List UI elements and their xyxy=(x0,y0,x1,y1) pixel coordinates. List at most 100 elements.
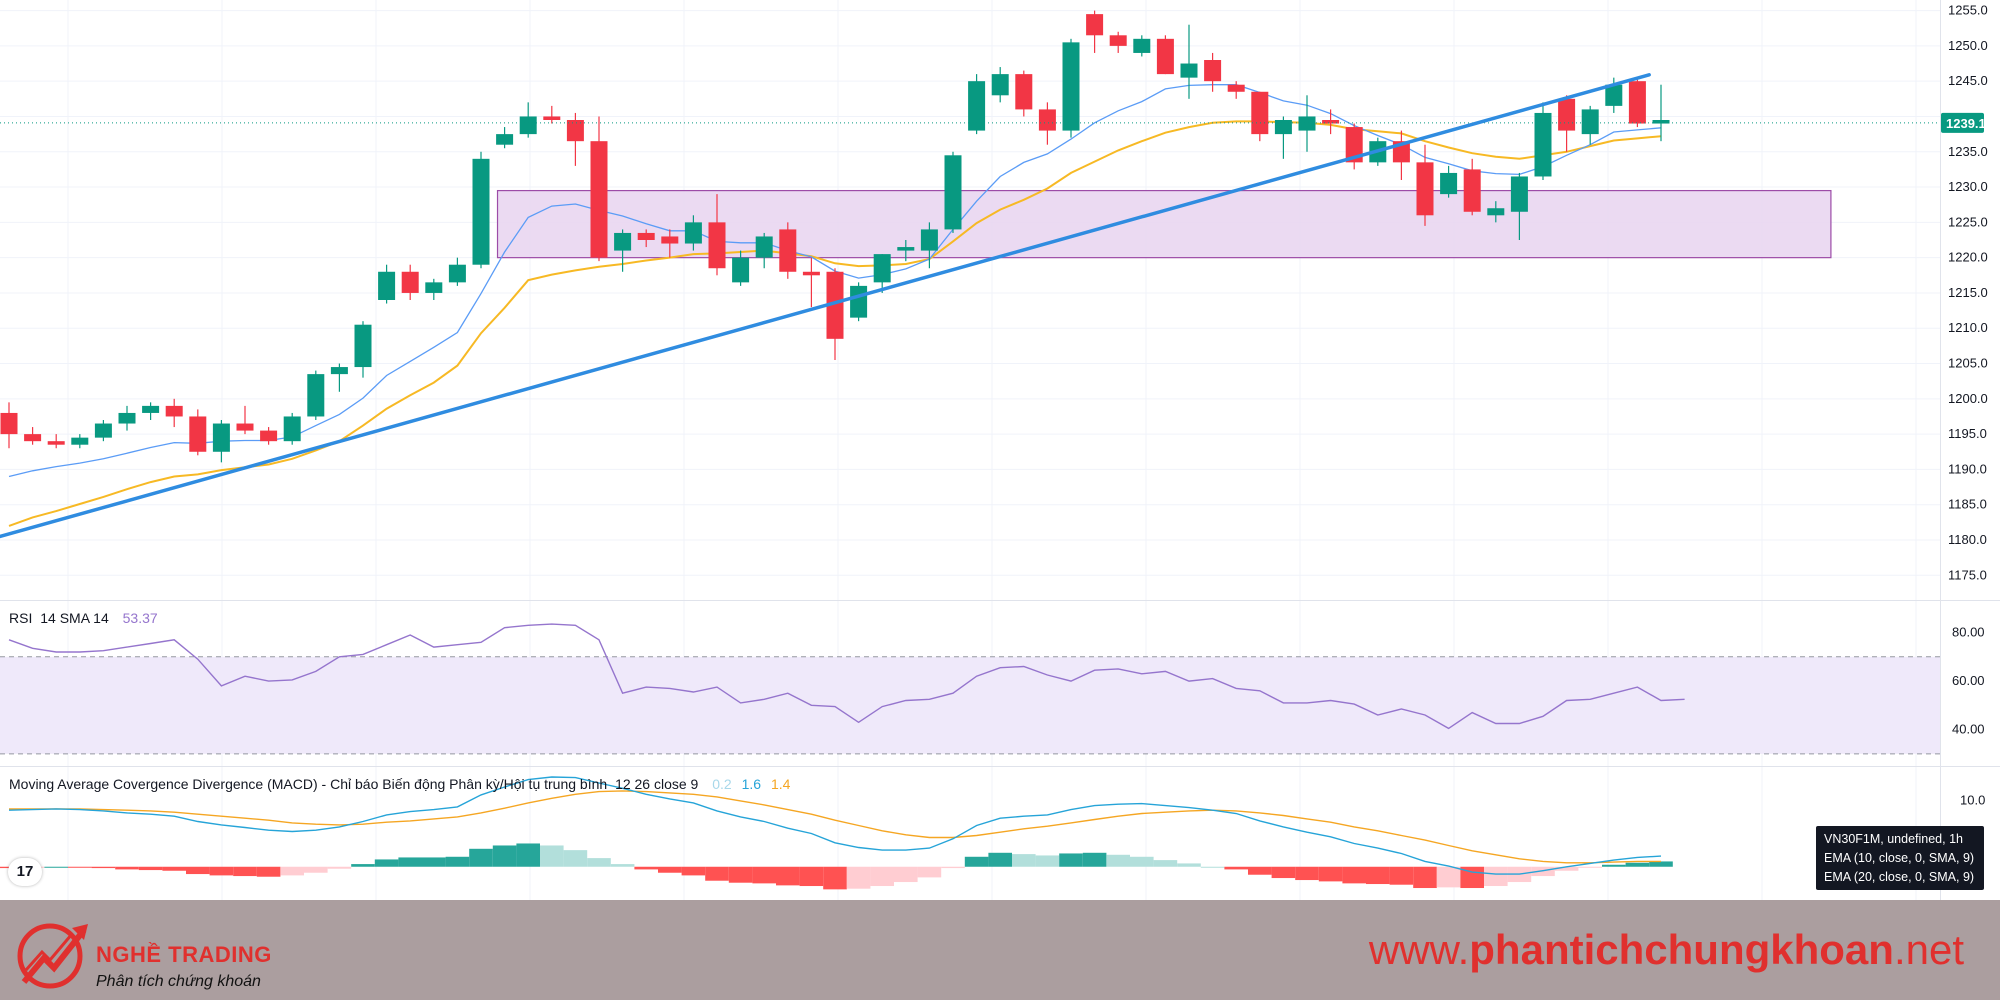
candle-body xyxy=(1038,109,1056,131)
price-axis[interactable]: 1175.0 1180.0 1185.0 1190.0 1195.0 1200.0 1205… xyxy=(1941,3,1988,583)
candle xyxy=(378,264,396,304)
macd-histogram-bar xyxy=(398,857,422,867)
macd-value-signal: 1.4 xyxy=(771,776,791,792)
candle xyxy=(850,282,868,322)
price-tick-label: 1190.0 xyxy=(1948,461,1987,476)
macd-histogram-bar xyxy=(1649,861,1673,867)
macd-histogram-bar xyxy=(256,866,281,877)
candle xyxy=(236,405,254,435)
macd-histogram-bar xyxy=(1035,855,1060,867)
candle-body xyxy=(1581,109,1599,135)
macd-histogram-bar xyxy=(1578,866,1602,868)
macd-histogram-bar xyxy=(304,866,328,873)
macd-histogram-bar xyxy=(1413,866,1437,889)
macd-histogram-bar xyxy=(1200,866,1225,868)
macd-histogram-bar xyxy=(917,866,942,878)
candle-body xyxy=(472,158,490,265)
candle xyxy=(802,257,820,308)
candle xyxy=(1322,109,1340,135)
candle xyxy=(425,278,443,300)
rsi-pane: 40.00 60.00 80.00 xyxy=(0,623,1985,755)
candle-body xyxy=(496,134,514,145)
candle-body xyxy=(236,423,254,431)
last-price-tag xyxy=(1941,112,1984,133)
candle-body xyxy=(708,222,726,269)
candle-body xyxy=(802,271,820,276)
candle xyxy=(71,434,89,449)
candle-body xyxy=(47,441,65,445)
macd-histogram-bar xyxy=(209,866,234,876)
macd-histogram-bar xyxy=(941,866,965,869)
candle xyxy=(991,67,1009,103)
candle-body xyxy=(378,271,396,300)
macd-histogram-bar xyxy=(186,866,210,875)
candle-body xyxy=(283,416,301,442)
website-domain: phantichchungkhoan xyxy=(1469,926,1894,973)
macd-histogram-bar xyxy=(964,856,989,867)
macd-histogram-bar xyxy=(540,845,564,867)
rsi-legend: RSI 14 SMA 14 53.37 xyxy=(9,610,158,626)
macd-histogram-bar xyxy=(280,866,304,876)
candle-body xyxy=(968,81,986,131)
macd-value-macd: 1.6 xyxy=(742,776,762,792)
candle-body xyxy=(826,271,844,339)
trendline-line xyxy=(0,73,1651,539)
macd-signal-line xyxy=(9,790,1661,864)
candle-body xyxy=(1440,172,1458,195)
candle xyxy=(496,127,514,149)
rsi-tick-label: 40.00 xyxy=(1952,722,1985,737)
candle xyxy=(165,398,183,428)
symbol-tooltip: VN30F1M, undefined, 1h EMA (10, close, 0… xyxy=(1816,826,1984,890)
ema20-line xyxy=(8,120,1662,527)
macd-histogram-bar xyxy=(1602,864,1626,867)
macd-histogram-bar xyxy=(91,866,116,869)
rsi-title: RSI xyxy=(9,610,32,626)
candle-body xyxy=(212,423,230,452)
candle-body xyxy=(684,222,702,244)
candle-body xyxy=(1463,169,1481,212)
candle xyxy=(94,420,112,442)
candle-body xyxy=(991,74,1009,96)
candle xyxy=(47,434,65,449)
candle-body xyxy=(401,271,419,293)
candle xyxy=(1487,201,1505,223)
trendline[interactable] xyxy=(0,73,1651,600)
macd-histogram-bar xyxy=(1625,862,1650,867)
macd-histogram-bar xyxy=(1389,866,1414,885)
macd-histogram-bar xyxy=(351,864,375,867)
rsi-tick-label: 80.00 xyxy=(1952,625,1985,640)
candle-body xyxy=(897,247,915,251)
candle xyxy=(354,321,372,378)
candle xyxy=(1204,52,1222,92)
macd-histogram-bar xyxy=(1059,853,1083,867)
price-tick-label: 1185.0 xyxy=(1948,497,1987,512)
candle xyxy=(1298,95,1316,152)
candle xyxy=(779,222,797,279)
price-tick-label: 1180.0 xyxy=(1948,532,1987,547)
candle xyxy=(968,74,986,135)
candle-body xyxy=(661,236,679,244)
price-tick-label: 1195.0 xyxy=(1948,426,1987,441)
candle-body xyxy=(1534,112,1552,177)
candle-body xyxy=(1204,60,1222,82)
price-tick-label: 1230.0 xyxy=(1948,179,1988,194)
candle xyxy=(1062,38,1080,138)
candle-body xyxy=(1345,127,1363,163)
macd-histogram-bar xyxy=(1248,866,1272,875)
rsi-params: 14 SMA 14 xyxy=(40,610,109,626)
chart-canvas[interactable]: 1175.0 1180.0 1185.0 1190.0 1195.0 1200.0 1205… xyxy=(0,0,2000,900)
candle xyxy=(1274,116,1292,159)
candle xyxy=(661,229,679,258)
tradingview-logo[interactable]: 17 xyxy=(8,858,42,886)
candle-body xyxy=(873,254,891,283)
candle-body xyxy=(1227,84,1245,92)
price-tick-label: 1250.0 xyxy=(1948,38,1988,53)
candle-body xyxy=(1086,14,1104,36)
candle xyxy=(1251,91,1269,142)
candle-body xyxy=(94,423,112,438)
macd-histogram-bar xyxy=(1130,856,1154,867)
candle-body xyxy=(189,416,207,452)
brand-logo-icon xyxy=(17,923,88,989)
website-link[interactable]: www.phantichchungkhoan.net xyxy=(1369,926,1964,974)
candle-body xyxy=(165,405,183,417)
